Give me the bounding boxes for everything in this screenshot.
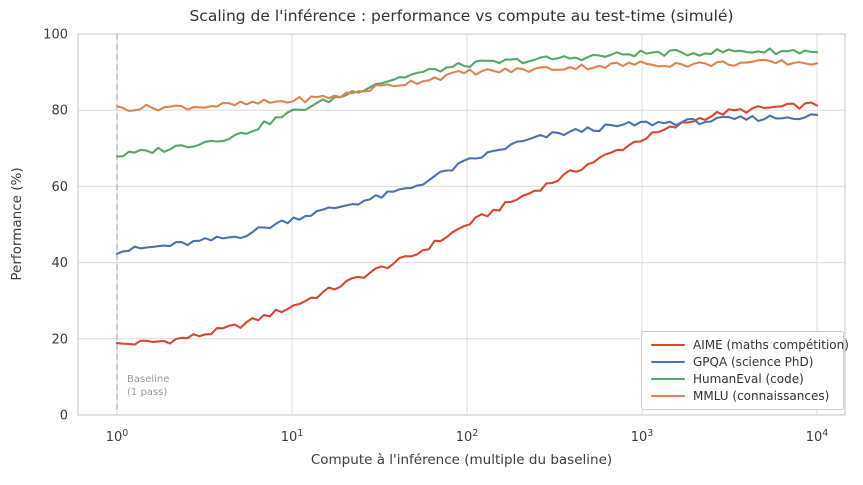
y-axis-label: Performance (%) bbox=[9, 167, 25, 281]
legend-label: HumanEval (code) bbox=[693, 372, 804, 386]
series-line-2 bbox=[115, 47, 819, 158]
baseline-annotation: Baseline (1 pass) bbox=[127, 374, 169, 399]
y-tick-label: 100 bbox=[43, 28, 68, 43]
legend-label: GPQA (science PhD) bbox=[693, 355, 814, 369]
legend-item: AIME (maths compétition) bbox=[651, 338, 849, 352]
y-tick-label: 40 bbox=[51, 256, 68, 271]
x-axis-label: Compute à l'inférence (multiple du basel… bbox=[310, 452, 613, 468]
x-tick-label: 104 bbox=[806, 428, 829, 445]
legend: AIME (maths compétition) GPQA (science Ph… bbox=[641, 331, 849, 410]
series-line-0 bbox=[115, 101, 819, 346]
x-tick-label: 103 bbox=[631, 428, 654, 445]
legend-item: MMLU (connaissances) bbox=[651, 389, 834, 403]
legend-item: HumanEval (code) bbox=[651, 372, 834, 386]
legend-line-swatch bbox=[651, 360, 685, 364]
y-tick-label: 0 bbox=[60, 409, 68, 424]
y-tick-labels: 0 20 40 60 80 100 bbox=[43, 28, 68, 424]
y-tick-label: 20 bbox=[51, 332, 68, 347]
legend-line-swatch bbox=[651, 377, 685, 381]
x-tick-labels: 100 101 102 103 104 bbox=[106, 428, 829, 445]
series-line-3 bbox=[115, 58, 819, 112]
plot-border bbox=[77, 33, 846, 416]
x-tick-label: 100 bbox=[106, 428, 129, 445]
series-line-1 bbox=[115, 113, 819, 255]
y-tick-label: 80 bbox=[51, 104, 68, 119]
legend-item: GPQA (science PhD) bbox=[651, 355, 834, 369]
baseline-annotation-line1: Baseline bbox=[127, 374, 170, 385]
y-tick-label: 60 bbox=[51, 180, 68, 195]
legend-line-swatch bbox=[651, 343, 685, 347]
x-tick-label: 102 bbox=[456, 428, 479, 445]
chart-title: Scaling de l'inférence : performance vs … bbox=[189, 7, 734, 25]
legend-label: MMLU (connaissances) bbox=[693, 389, 830, 403]
legend-label: AIME (maths compétition) bbox=[693, 338, 849, 352]
x-tick-label: 101 bbox=[281, 428, 304, 445]
legend-line-swatch bbox=[651, 394, 685, 398]
baseline-annotation-line2: (1 pass) bbox=[127, 386, 168, 398]
